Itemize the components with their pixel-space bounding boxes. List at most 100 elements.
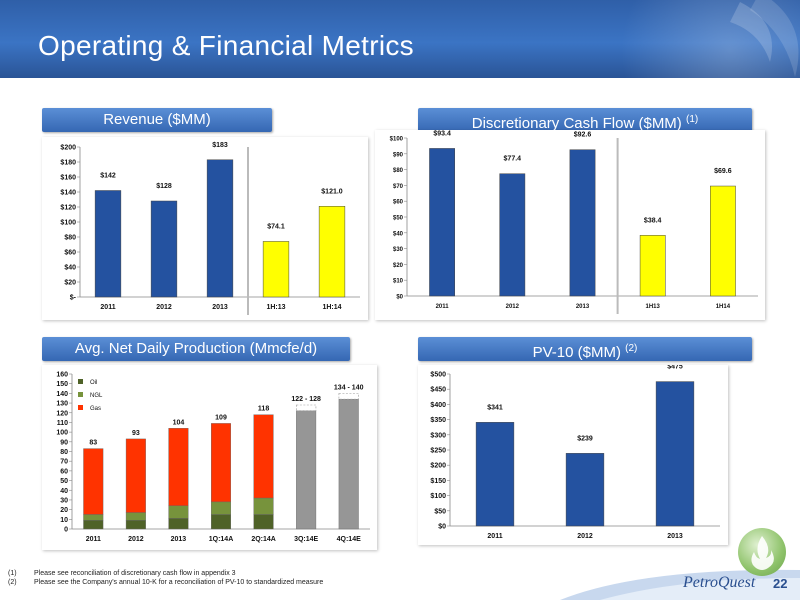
x-tick-label: 1H:13 [266, 304, 285, 311]
bar-segment-ngl [211, 501, 231, 515]
y-tick-label: $120 [60, 205, 76, 212]
guidance-bar [338, 398, 359, 530]
y-tick-label: $100 [60, 220, 76, 227]
pv10-footnote-ref: (2) [625, 343, 638, 354]
company-logo-icon [738, 528, 786, 576]
footnote-1-text: Please see reconciliation of discretiona… [34, 570, 236, 577]
y-tick-label: $30 [393, 247, 404, 253]
y-tick-label: 80 [60, 449, 68, 456]
data-label: 118 [258, 406, 269, 413]
x-tick-label: 1Q:14A [209, 536, 234, 543]
dcf-chart: $0 $10 $20 $30 $40 $50 $60 $70 $80 $90 $100 2011 $93… [390, 130, 758, 314]
data-label: 93 [132, 430, 140, 437]
x-tick-label: 2011 [436, 304, 450, 310]
x-tick-label: 2013 [212, 304, 228, 311]
y-tick-label: 50 [60, 478, 68, 485]
y-tick-label: $300 [430, 432, 446, 439]
production-label-text: Avg. Net Daily Production (Mmcfe/d) [74, 340, 318, 357]
y-tick-label: 100 [56, 430, 68, 437]
bar-segment-oil [125, 520, 146, 530]
bar [655, 381, 695, 527]
footnotes: (1) Please see reconciliation of discret… [8, 569, 323, 587]
data-label: $92.6 [574, 132, 592, 139]
y-tick-label: 40 [60, 488, 68, 495]
dcf-panel-label: Discretionary Cash Flow ($MM) (1) [418, 108, 752, 132]
data-label: $341 [487, 404, 503, 411]
production-chart-box: 0 10 20 30 40 50 60 70 80 90 100 110 120 130 140 150 160… [42, 365, 377, 550]
y-tick-label: 60 [60, 468, 68, 475]
y-tick-label: $40 [393, 231, 404, 237]
y-tick-label: 30 [60, 497, 68, 504]
y-tick-label: $10 [393, 279, 404, 285]
data-label: 109 [215, 414, 227, 421]
legend-label: Oil [90, 380, 97, 386]
dcf-footnote-ref: (1) [685, 114, 699, 125]
guidance-bar [296, 410, 317, 530]
bar-segment-oil [168, 518, 189, 530]
bar-segment-ngl [168, 505, 189, 519]
bar-segment-gas [253, 414, 274, 499]
y-tick-label: $60 [64, 250, 76, 257]
y-tick-label: 120 [56, 410, 68, 417]
x-tick-label: 1H:14 [322, 304, 341, 311]
logo-watermark-icon [730, 0, 799, 77]
bar [710, 185, 736, 297]
legend-swatch-ngl [78, 392, 83, 397]
y-tick-label: 140 [56, 391, 68, 398]
pv10-label-text: PV-10 ($MM) [532, 344, 621, 361]
y-tick-label: 160 [56, 372, 68, 379]
y-tick-label: $350 [430, 417, 446, 424]
legend-label: NGL [90, 393, 103, 399]
y-tick-label: $0 [396, 295, 403, 301]
y-tick-label: $60 [393, 200, 404, 206]
bar-segment-gas [125, 438, 146, 513]
footnote-2: (2) Please see the Company's annual 10-K… [8, 578, 323, 587]
x-tick-label: 2013 [667, 533, 683, 540]
x-tick-label: 2012 [128, 536, 144, 543]
x-tick-label: 4Q:14E [337, 536, 361, 543]
x-tick-label: 2012 [506, 304, 520, 310]
data-label: $121.0 [321, 188, 343, 195]
y-tick-label: 0 [64, 527, 68, 534]
y-tick-label: $80 [64, 235, 76, 242]
page-number: 22 [773, 576, 788, 591]
x-tick-label: 2011 [487, 533, 502, 540]
y-tick-label: $80 [393, 168, 404, 174]
guidance-range-box [338, 393, 359, 400]
y-tick-label: $180 [60, 160, 76, 167]
y-tick-label: $100 [430, 493, 446, 500]
revenue-panel-label: Revenue ($MM) [42, 108, 272, 132]
bar-segment-gas [211, 423, 231, 503]
y-tick-label: $200 [60, 145, 76, 152]
pv10-panel-label: PV-10 ($MM) (2) [418, 337, 752, 361]
bar [565, 453, 605, 527]
data-label: 134 - 140 [334, 384, 364, 391]
bar [569, 149, 596, 297]
x-tick-label: 2012 [156, 304, 172, 311]
y-tick-label: $- [70, 295, 77, 302]
bar [639, 235, 666, 297]
legend-swatch-oil [78, 379, 83, 384]
y-tick-label: 130 [56, 401, 68, 408]
data-label: $239 [577, 435, 593, 442]
y-tick-label: 70 [60, 459, 68, 466]
y-tick-label: $100 [390, 137, 404, 143]
flame-icon [751, 536, 774, 570]
y-tick-label: $40 [64, 265, 76, 272]
x-tick-label: 2Q:14A [251, 536, 276, 543]
pv10-chart: $0 $50 $100 $150 $200 $250 $300 $350 $400 $450 $50… [430, 364, 720, 540]
bar [262, 241, 290, 298]
x-tick-label: 2011 [86, 536, 101, 543]
data-label: $142 [100, 173, 116, 180]
guidance-range-box [296, 404, 317, 412]
bar-segment-ngl [83, 514, 104, 521]
y-tick-label: 90 [60, 439, 68, 446]
bar [206, 159, 234, 298]
y-tick-label: 10 [60, 517, 68, 524]
page-title: Operating & Financial Metrics [38, 30, 414, 61]
y-tick-label: $500 [430, 372, 446, 379]
bar-segment-oil [253, 514, 274, 530]
y-tick-label: 20 [60, 507, 68, 514]
bar-segment-oil [211, 514, 231, 530]
footnote-2-num: (2) [8, 579, 17, 586]
